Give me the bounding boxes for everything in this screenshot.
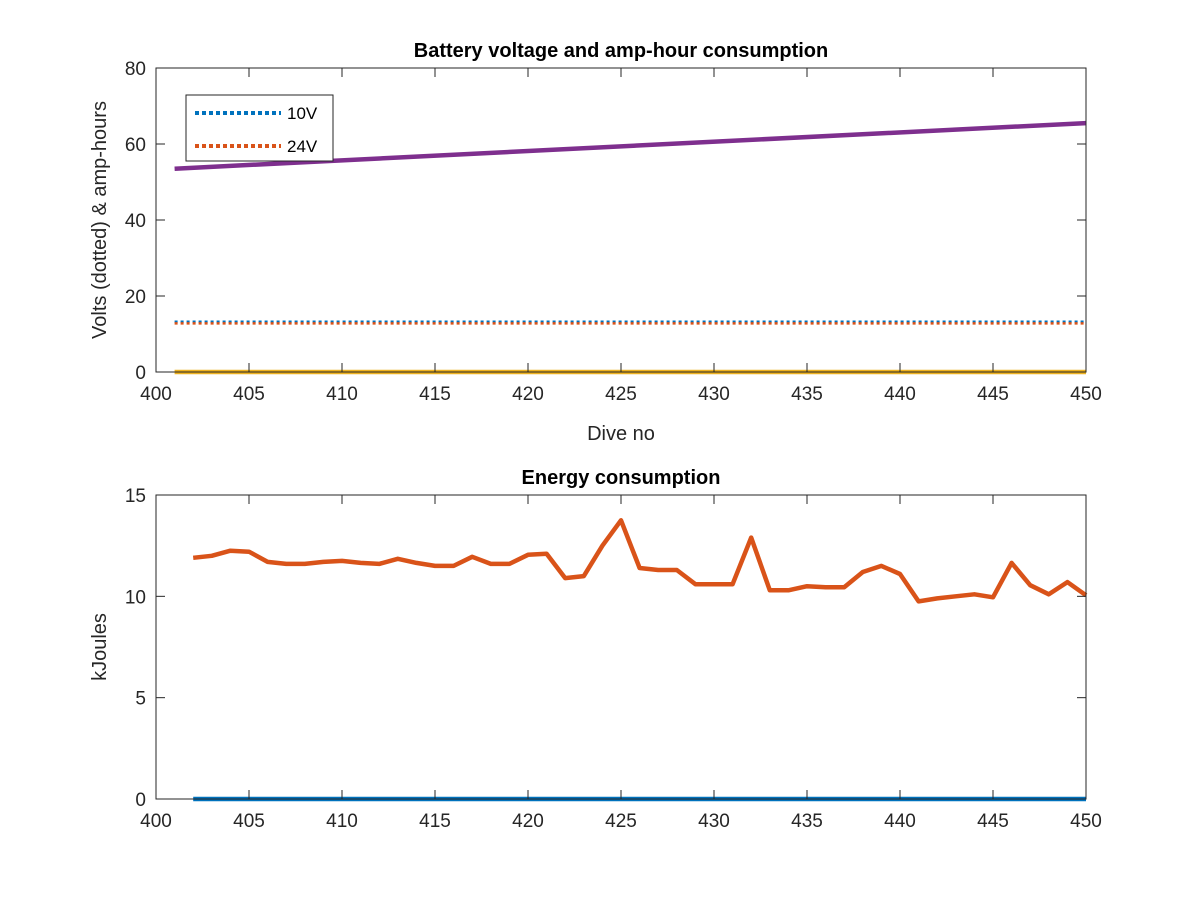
x-tick-label: 440 <box>884 384 916 405</box>
x-tick-label: 410 <box>326 384 358 405</box>
plot-area <box>156 495 1086 799</box>
chart-title: Energy consumption <box>522 467 721 489</box>
x-tick-label: 445 <box>977 811 1009 832</box>
y-tick-label: 0 <box>135 790 146 811</box>
y-axis-label: kJoules <box>89 613 111 681</box>
chart-title: Battery voltage and amp-hour consumption <box>414 40 828 62</box>
x-tick-label: 415 <box>419 384 451 405</box>
y-axis-label: Volts (dotted) & amp-hours <box>89 101 111 339</box>
x-tick-label: 415 <box>419 811 451 832</box>
x-tick-label: 420 <box>512 384 544 405</box>
x-tick-label: 450 <box>1070 811 1102 832</box>
x-tick-label: 430 <box>698 384 730 405</box>
y-tick-label: 40 <box>125 211 146 232</box>
y-tick-label: 10 <box>125 587 146 608</box>
y-tick-label: 5 <box>135 689 146 710</box>
legend[interactable]: 10V 24V <box>185 94 334 162</box>
x-tick-label: 420 <box>512 811 544 832</box>
x-tick-label: 405 <box>233 811 265 832</box>
tick-layer: 400 405 410 415 420 425 430 435 440 445 450 0 20 40 60… <box>125 59 1102 405</box>
x-tick-label: 425 <box>605 384 637 405</box>
x-tick-label: 445 <box>977 384 1009 405</box>
x-tick-label: 400 <box>140 384 172 405</box>
x-tick-label: 430 <box>698 811 730 832</box>
x-tick-label: 435 <box>791 384 823 405</box>
legend-label-24v: 24V <box>287 137 318 156</box>
y-tick-label: 80 <box>125 59 146 80</box>
x-tick-label: 425 <box>605 811 637 832</box>
x-tick-label: 435 <box>791 811 823 832</box>
y-tick-label: 0 <box>135 363 146 384</box>
axes-box <box>155 67 1087 373</box>
energy-consumption-axes: Energy consumption kJoules 400 405 410 415 4… <box>89 467 1102 832</box>
x-tick-label: 440 <box>884 811 916 832</box>
x-tick-label: 405 <box>233 384 265 405</box>
x-axis-label: Dive no <box>587 423 655 445</box>
legend-label-10v: 10V <box>287 104 318 123</box>
axes-box <box>155 494 1087 800</box>
x-tick-label: 410 <box>326 811 358 832</box>
x-tick-label: 400 <box>140 811 172 832</box>
y-tick-label: 60 <box>125 135 146 156</box>
legend-box <box>185 94 334 162</box>
y-tick-label: 20 <box>125 287 146 308</box>
battery-voltage-axes: Battery voltage and amp-hour consumption… <box>89 40 1102 445</box>
series-line-1 <box>192 518 1088 604</box>
x-tick-label: 450 <box>1070 384 1102 405</box>
y-tick-label: 15 <box>125 486 146 507</box>
